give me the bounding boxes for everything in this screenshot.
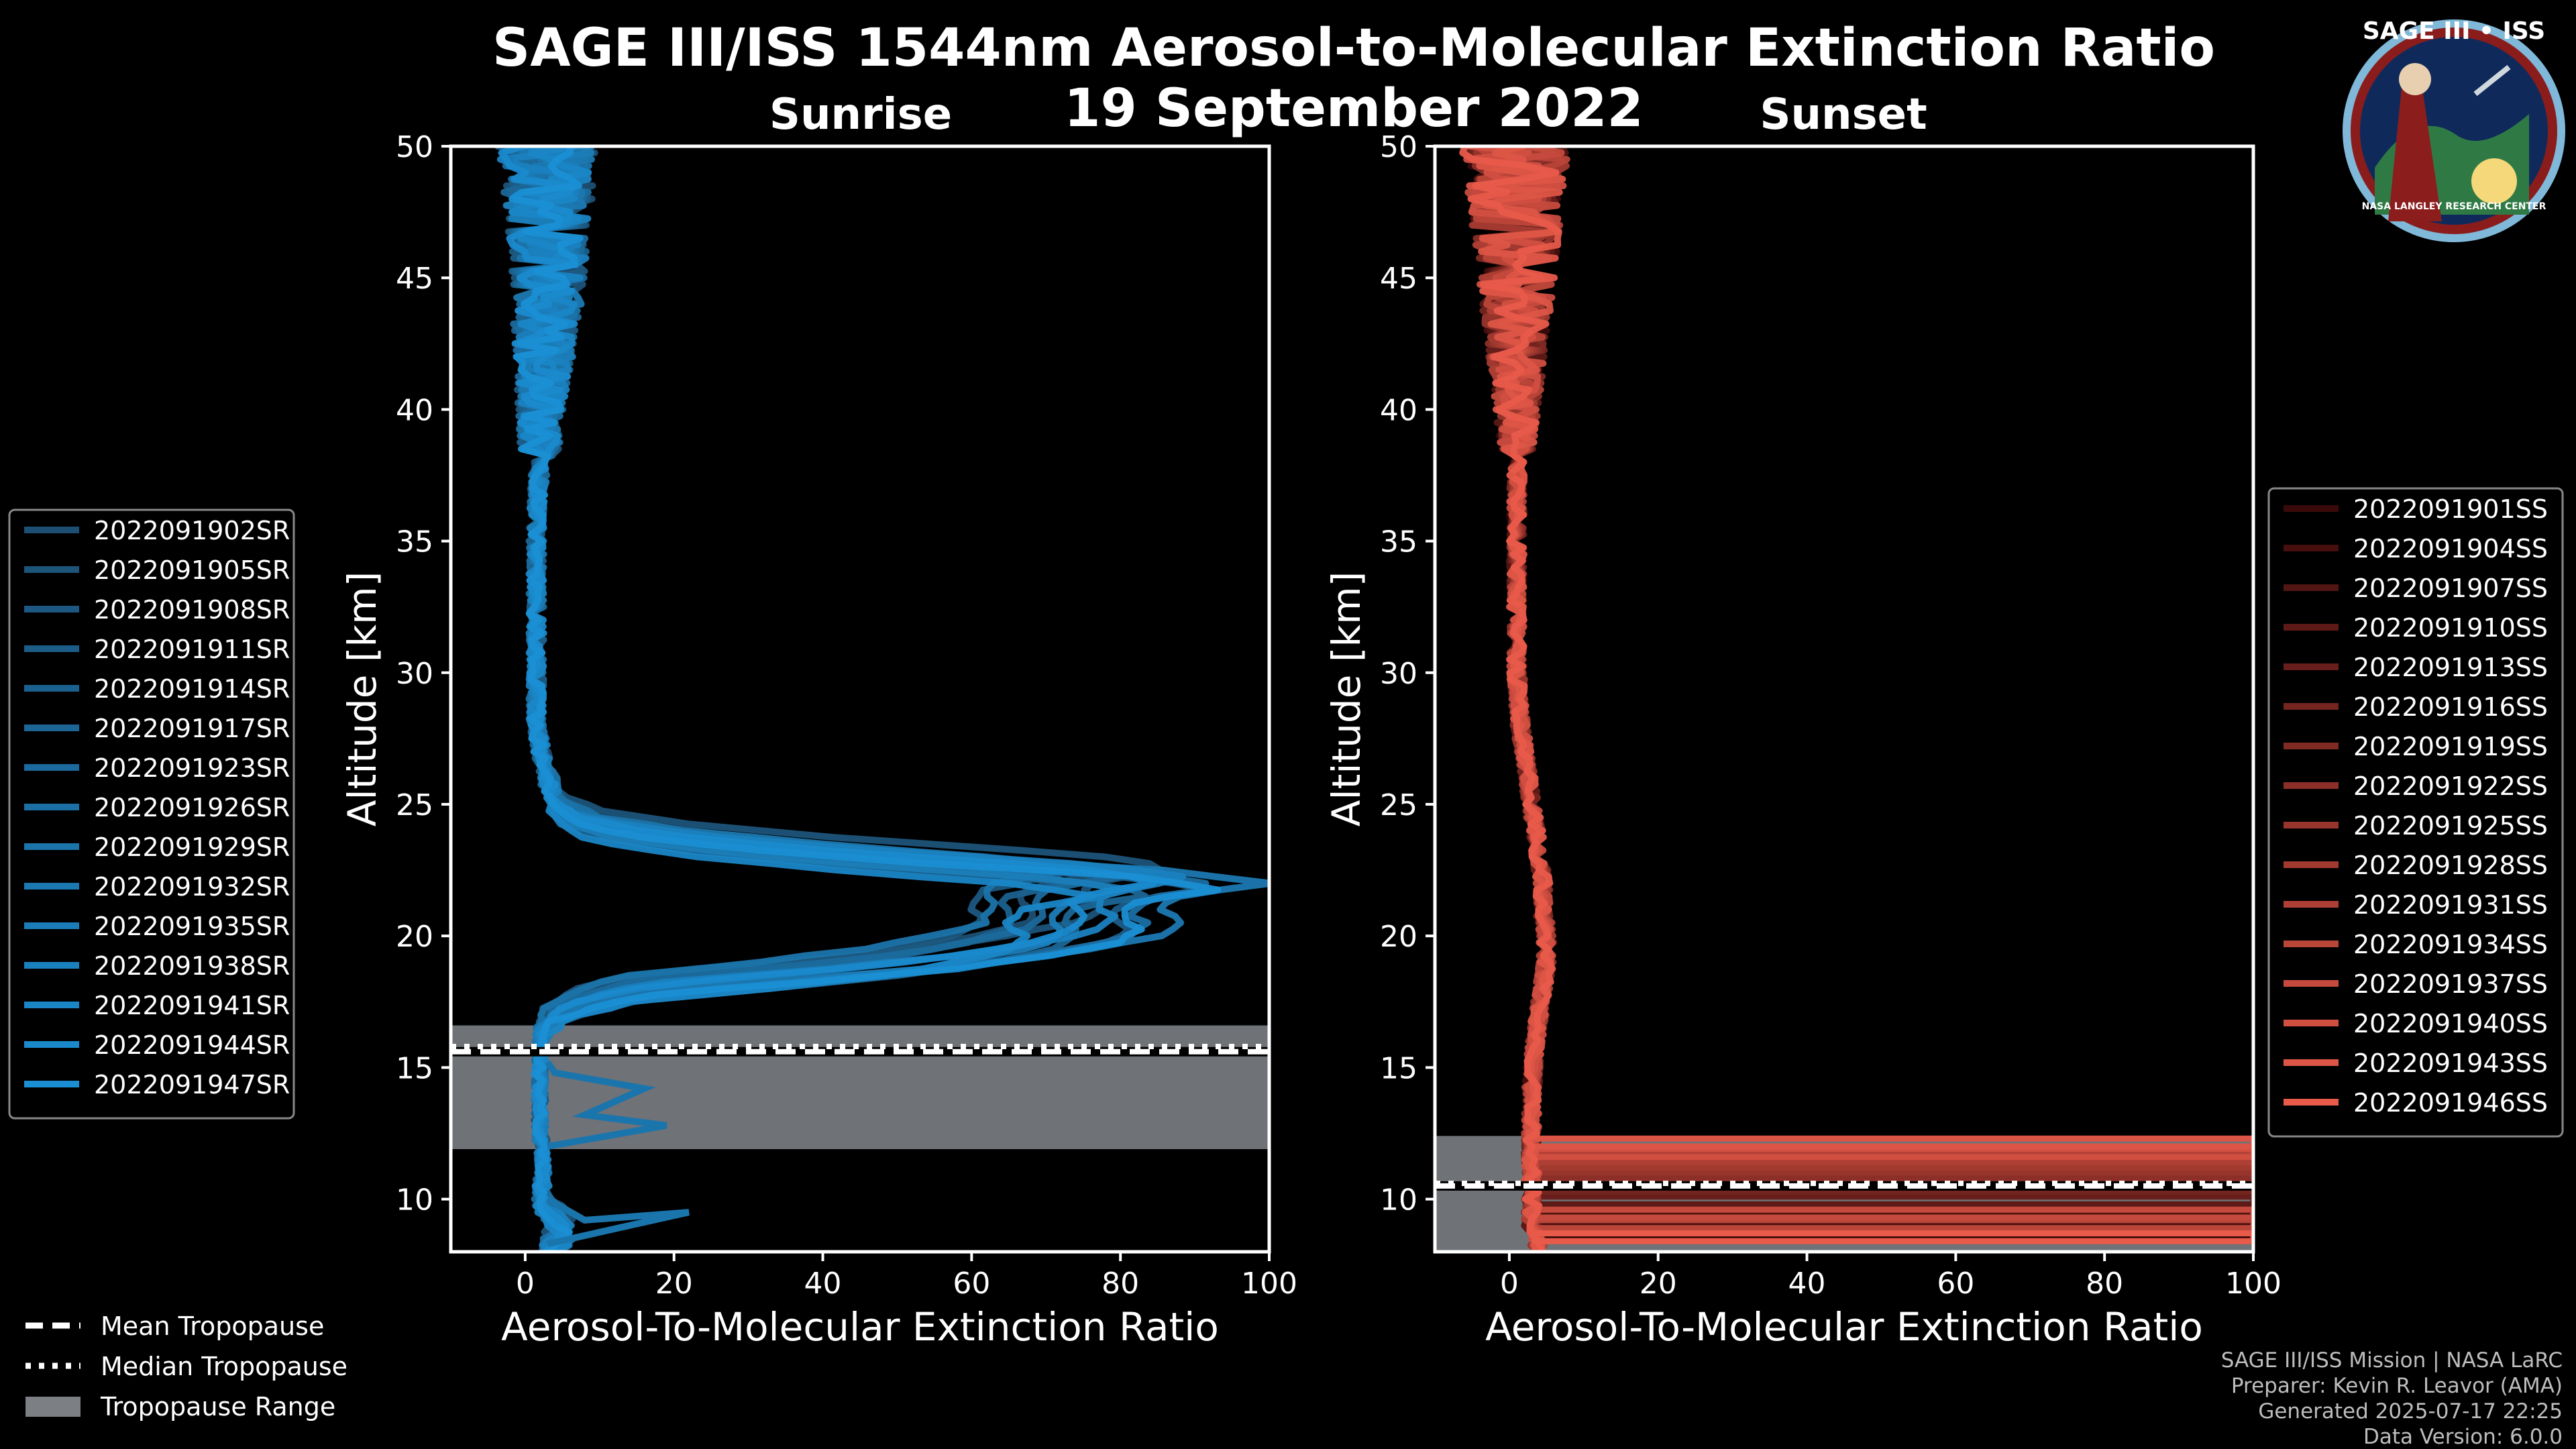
credit-line: Preparer: Kevin R. Leavor (AMA) xyxy=(2231,1374,2563,1398)
y-axis-label: Altitude [km] xyxy=(1324,572,1369,826)
legend-label: 2022091935SR xyxy=(94,912,290,941)
y-tick-label: 15 xyxy=(1380,1051,1417,1085)
legend-label: 2022091938SR xyxy=(94,951,290,981)
legend-label: 2022091937SS xyxy=(2353,969,2548,999)
series-excursion-2022091937SS xyxy=(1532,1206,2253,1221)
x-tick-label: 60 xyxy=(1937,1267,1974,1301)
x-tick-label: 100 xyxy=(2225,1267,2282,1301)
series-excursion-2022091946SS xyxy=(1532,1230,2253,1244)
sage-iii-iss-logo: SAGE III • ISS NASA LANGLEY RESEARCH CEN… xyxy=(2343,17,2565,242)
legend-label: 2022091947SR xyxy=(94,1070,290,1099)
median-tropopause-label: Median Tropopause xyxy=(101,1352,347,1381)
logo-subtext: NASA LANGLEY RESEARCH CENTER xyxy=(2362,201,2546,212)
credit-line: SAGE III/ISS Mission | NASA LaRC xyxy=(2221,1348,2563,1373)
legend-label: 2022091925SS xyxy=(2353,811,2548,841)
y-tick-label: 45 xyxy=(1380,262,1417,296)
series-line-2022091946SS xyxy=(1459,146,1562,1252)
legend-label: 2022091916SS xyxy=(2353,692,2548,722)
legend-label: 2022091923SR xyxy=(94,753,290,783)
y-tick-label: 25 xyxy=(396,788,433,822)
outlier-line xyxy=(545,1196,690,1248)
sunset-subtitle: Sunset xyxy=(1760,90,1927,140)
axes-frame xyxy=(1433,144,2255,1254)
legend-label: 2022091908SR xyxy=(94,595,290,625)
y-tick-label: 35 xyxy=(1380,525,1417,559)
x-axis-label: Aerosol-To-Molecular Extinction Ratio xyxy=(501,1304,1219,1350)
x-tick-label: 0 xyxy=(516,1267,535,1301)
legend-label: 2022091940SS xyxy=(2353,1009,2548,1038)
legend-label: 2022091929SR xyxy=(94,833,290,862)
y-tick-label: 40 xyxy=(1380,393,1417,427)
sunrise-legend: 2022091902SR 2022091905SR 2022091908SR 2022… xyxy=(8,508,295,1120)
figure-title: SAGE III/ISS 1544nm Aerosol-to-Molecular… xyxy=(492,18,2215,78)
legend-label: 2022091913SS xyxy=(2353,653,2548,682)
y-axis-label: Altitude [km] xyxy=(339,572,385,826)
sunrise-panel: 0 20 40 60 80 100 10 15 20 25 30 35 40 45 50 Aerosol-To… xyxy=(8,130,1297,1350)
x-tick-label: 100 xyxy=(1241,1267,1297,1301)
x-tick-label: 40 xyxy=(804,1267,842,1301)
series-line-2022091947SR xyxy=(508,146,1222,1252)
legend-label: 2022091905SR xyxy=(94,555,290,585)
legend-label: 2022091911SR xyxy=(94,635,290,664)
legend-label: 2022091904SS xyxy=(2353,534,2548,564)
x-tick-label: 80 xyxy=(1102,1267,1139,1301)
y-tick-label: 50 xyxy=(396,130,433,164)
credit-line: Generated 2025-07-17 22:25 xyxy=(2258,1399,2563,1424)
y-tick-label: 10 xyxy=(396,1183,433,1218)
legend-label: 2022091917SR xyxy=(94,714,290,743)
legend-label: 2022091946SS xyxy=(2353,1088,2548,1118)
legend-label: 2022091910SS xyxy=(2353,613,2548,643)
y-tick-label: 30 xyxy=(396,657,433,691)
y-tick-label: 30 xyxy=(1380,657,1417,691)
legend-label: 2022091926SR xyxy=(94,793,290,822)
legend-label: 2022091944SR xyxy=(94,1030,290,1060)
legend-label: 2022091931SS xyxy=(2353,890,2548,920)
legend-label: 2022091914SR xyxy=(94,674,290,704)
x-tick-label: 60 xyxy=(953,1267,990,1301)
legend-box xyxy=(2267,487,2564,1138)
legend-label: 2022091941SR xyxy=(94,991,290,1020)
y-tick-label: 35 xyxy=(396,525,433,559)
logo-title: SAGE III • ISS xyxy=(2363,17,2545,45)
axes-frame xyxy=(449,144,1271,1254)
mean-tropopause-label: Mean Tropopause xyxy=(101,1311,324,1341)
legend-box xyxy=(8,508,295,1120)
x-tick-label: 40 xyxy=(1788,1267,1826,1301)
x-tick-label: 20 xyxy=(655,1267,693,1301)
sunrise-subtitle: Sunrise xyxy=(769,90,952,140)
sunset-panel: 0 20 40 60 80 100 10 15 20 25 30 35 40 45 50 Aerosol-To… xyxy=(1324,130,2564,1350)
legend-label: 2022091943SS xyxy=(2353,1049,2548,1078)
figure-date: 19 September 2022 xyxy=(1064,78,1644,139)
x-tick-label: 80 xyxy=(2086,1267,2123,1301)
credit-line: Data Version: 6.0.0 xyxy=(2363,1425,2563,1449)
credits: SAGE III/ISS Mission | NASA LaRC Prepare… xyxy=(2221,1348,2563,1449)
tropopause-range-swatch xyxy=(25,1397,80,1417)
y-tick-label: 15 xyxy=(396,1051,433,1085)
legend-label: 2022091932SR xyxy=(94,872,290,902)
legend-label: 2022091902SR xyxy=(94,516,290,545)
sunset-legend: 2022091901SS 2022091904SS 2022091907SS 2022… xyxy=(2267,487,2564,1138)
y-tick-label: 45 xyxy=(396,262,433,296)
y-tick-label: 10 xyxy=(1380,1183,1417,1218)
legend-label: 2022091922SS xyxy=(2353,771,2548,801)
y-tick-label: 20 xyxy=(396,920,433,954)
series-excursion-2022091943SS xyxy=(1532,1135,2253,1150)
y-tick-label: 40 xyxy=(396,393,433,427)
legend-label: 2022091907SS xyxy=(2353,574,2548,603)
legend-label: 2022091928SS xyxy=(2353,851,2548,880)
tropopause-range-label: Tropopause Range xyxy=(100,1392,335,1421)
outlier-line xyxy=(545,1060,667,1150)
y-tick-label: 50 xyxy=(1380,130,1417,164)
x-axis-label: Aerosol-To-Molecular Extinction Ratio xyxy=(1485,1304,2203,1350)
x-tick-label: 0 xyxy=(1500,1267,1519,1301)
tropopause-legend: Mean Tropopause Median Tropopause Tropop… xyxy=(25,1311,347,1421)
legend-label: 2022091934SS xyxy=(2353,930,2548,959)
legend-label: 2022091901SS xyxy=(2353,494,2548,524)
legend-label: 2022091919SS xyxy=(2353,732,2548,761)
y-tick-label: 25 xyxy=(1380,788,1417,822)
y-tick-label: 20 xyxy=(1380,920,1417,954)
x-tick-label: 20 xyxy=(1640,1267,1677,1301)
